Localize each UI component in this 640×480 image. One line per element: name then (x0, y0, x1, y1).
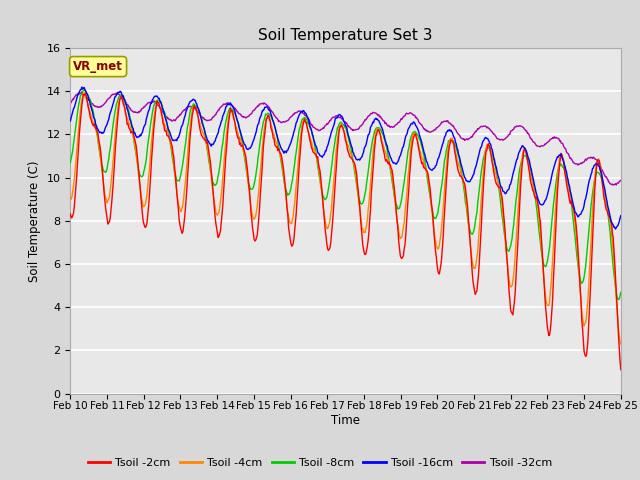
Legend: Tsoil -2cm, Tsoil -4cm, Tsoil -8cm, Tsoil -16cm, Tsoil -32cm: Tsoil -2cm, Tsoil -4cm, Tsoil -8cm, Tsoi… (83, 453, 557, 472)
X-axis label: Time: Time (331, 414, 360, 427)
Title: Soil Temperature Set 3: Soil Temperature Set 3 (259, 28, 433, 43)
Text: VR_met: VR_met (73, 60, 123, 73)
Y-axis label: Soil Temperature (C): Soil Temperature (C) (28, 160, 41, 282)
